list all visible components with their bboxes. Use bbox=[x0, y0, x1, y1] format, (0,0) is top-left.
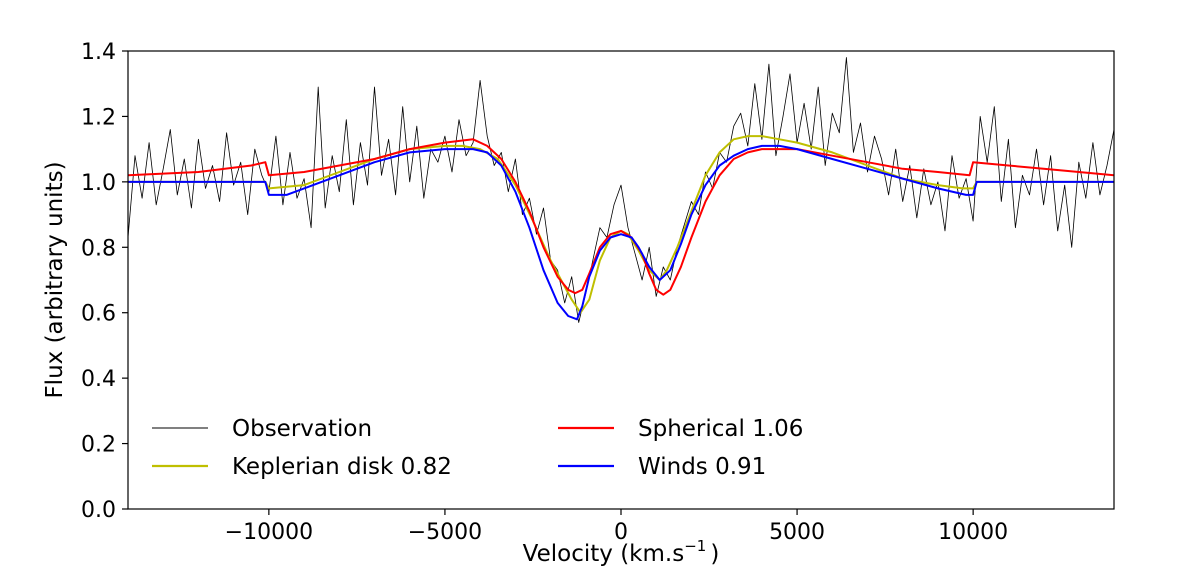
y-tick-label: 0.0 bbox=[81, 498, 116, 523]
series-line-2 bbox=[128, 138, 1114, 296]
series-line-1 bbox=[128, 135, 1114, 314]
series-line-3 bbox=[128, 144, 1114, 321]
y-tick-label: 1.2 bbox=[81, 105, 116, 130]
y-tick-label: 0.2 bbox=[81, 433, 116, 458]
legend: Observation Keplerian disk 0.82 Spherical … bbox=[152, 416, 803, 480]
x-axis-label-sup: −1 bbox=[684, 537, 706, 555]
x-tick-label: 5000 bbox=[769, 520, 825, 545]
y-tick-label: 1.0 bbox=[81, 171, 116, 196]
series-layer bbox=[128, 57, 1114, 323]
x-tick-label: −10000 bbox=[225, 520, 313, 545]
x-axis-label: Velocity (km.s−1) bbox=[523, 537, 720, 567]
legend-label-0: Observation bbox=[232, 416, 372, 442]
y-tick-label: 0.8 bbox=[81, 236, 116, 261]
x-axis: −10000 −5000 0 5000 10000 bbox=[225, 509, 1008, 545]
x-tick-label: 0 bbox=[614, 520, 628, 545]
y-tick-label: 0.4 bbox=[81, 367, 116, 392]
y-axis: 0.0 0.2 0.4 0.6 0.8 1.0 1.2 1.4 bbox=[81, 40, 128, 523]
y-axis-label: Flux (arbitrary units) bbox=[42, 161, 68, 398]
legend-label-1: Keplerian disk 0.82 bbox=[232, 454, 452, 480]
series-line-0 bbox=[128, 57, 1114, 323]
x-tick-label: 10000 bbox=[938, 520, 1008, 545]
y-tick-label: 0.6 bbox=[81, 302, 116, 327]
x-axis-label-end: ) bbox=[710, 541, 719, 567]
legend-label-2: Spherical 1.06 bbox=[638, 416, 803, 442]
legend-label-3: Winds 0.91 bbox=[638, 454, 766, 480]
x-tick-label: −5000 bbox=[408, 520, 482, 545]
x-axis-label-main: Velocity (km.s bbox=[523, 541, 685, 567]
y-tick-label: 1.4 bbox=[81, 40, 116, 65]
